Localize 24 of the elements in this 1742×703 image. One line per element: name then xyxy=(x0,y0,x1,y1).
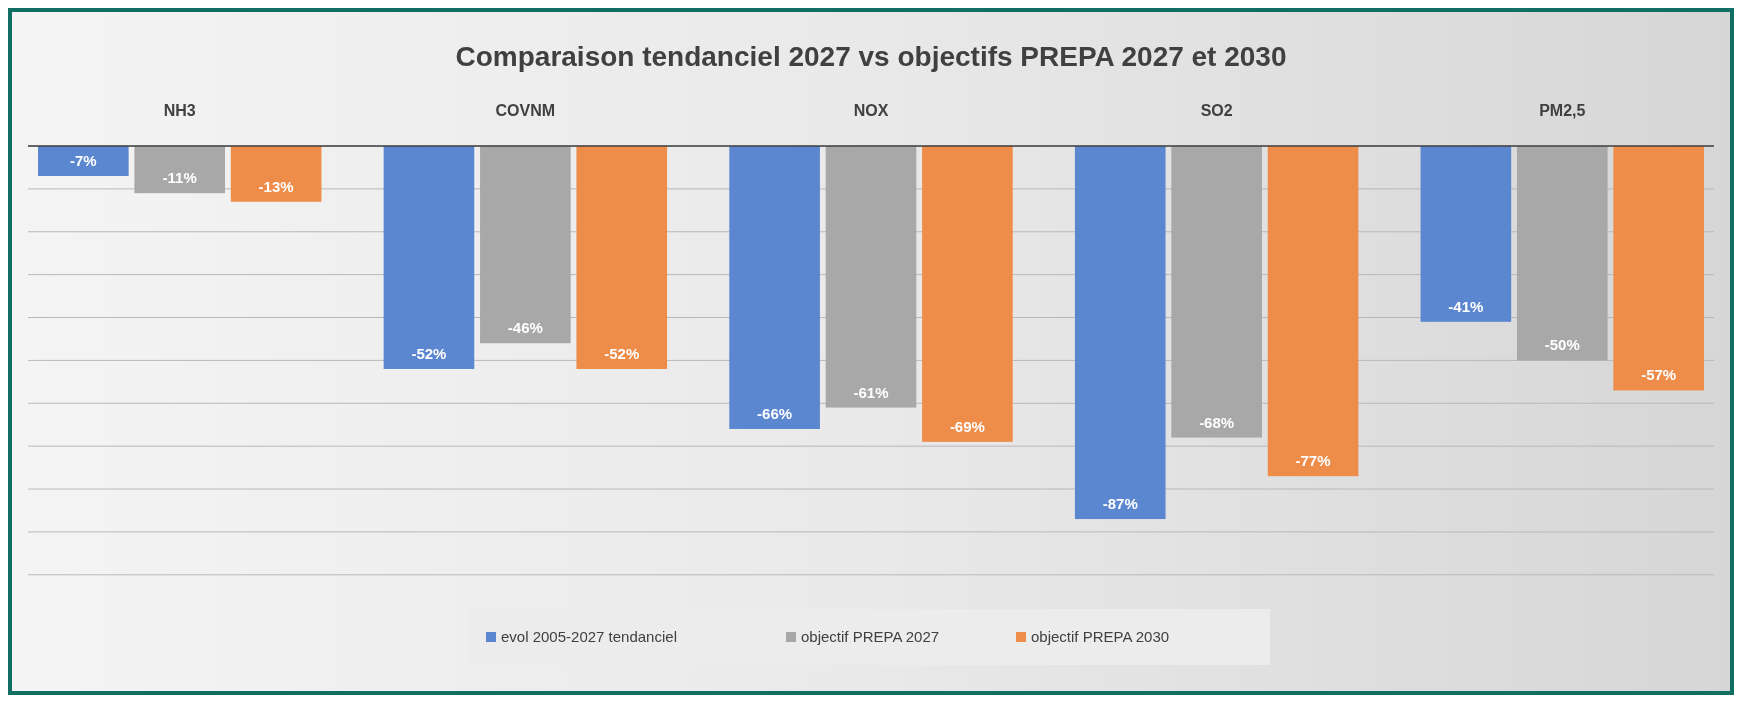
x-tick-label: PM2,5 xyxy=(1539,102,1586,119)
x-tick-label: SO2 xyxy=(1200,102,1233,119)
x-tick-label: COVNM xyxy=(495,102,556,119)
data-label: -7% xyxy=(69,152,97,170)
data-label: -87% xyxy=(1102,495,1138,513)
data-label: -57% xyxy=(1641,366,1677,384)
data-label: -77% xyxy=(1295,452,1331,470)
data-label: -41% xyxy=(1448,297,1484,315)
data-label: -11% xyxy=(162,169,197,187)
data-label: -52% xyxy=(604,344,640,362)
data-label: -69% xyxy=(949,417,985,435)
data-label: -50% xyxy=(1544,336,1580,354)
data-label: -13% xyxy=(258,177,294,195)
data-label: -52% xyxy=(411,344,447,362)
x-tick-label: NH3 xyxy=(163,102,196,119)
legend-label: evol 2005-2027 tendanciel xyxy=(501,628,677,645)
data-label: -61% xyxy=(853,383,889,401)
data-label: -68% xyxy=(1199,413,1235,431)
chart-title: Comparaison tendanciel 2027 vs objectifs PREPA 2027 et 2030 xyxy=(455,41,1287,72)
legend-label: objectif PREPA 2027 xyxy=(801,628,940,645)
legend-label: objectif PREPA 2030 xyxy=(1031,628,1170,645)
data-label: -66% xyxy=(757,405,793,422)
x-tick-label: NOX xyxy=(853,102,889,119)
data-label: -46% xyxy=(507,319,543,337)
